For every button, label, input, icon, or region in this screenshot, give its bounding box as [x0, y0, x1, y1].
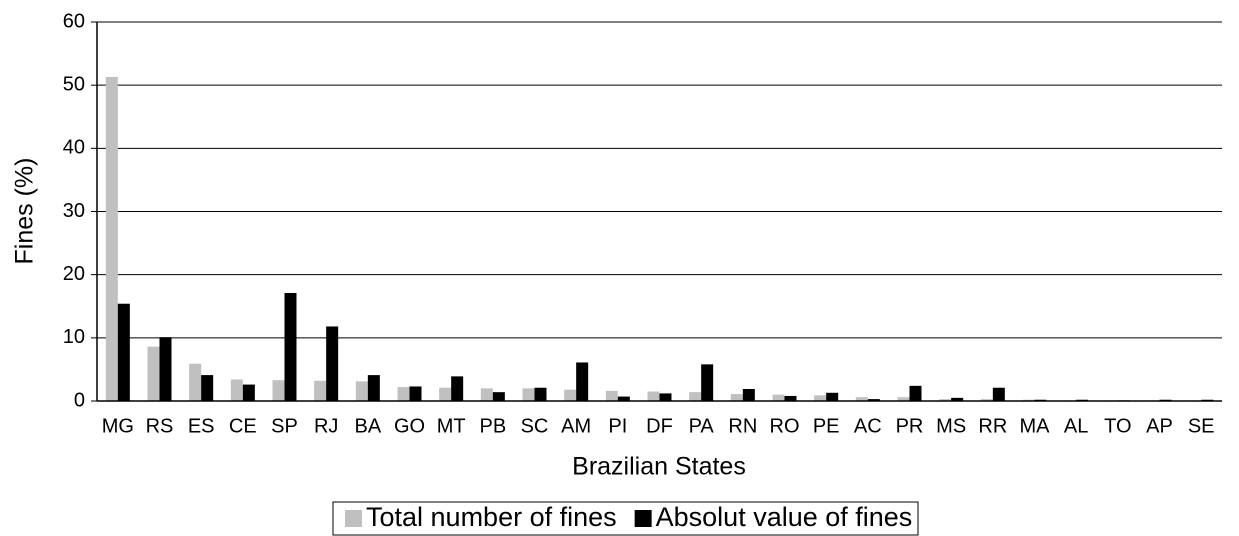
x-tick-label: CE — [229, 415, 257, 437]
bar — [409, 386, 422, 401]
x-tick-label: DF — [646, 415, 673, 437]
x-tick-label: PR — [896, 415, 924, 437]
bar — [951, 397, 964, 401]
bar — [189, 363, 202, 401]
legend-swatch — [345, 510, 362, 527]
bar — [617, 396, 630, 401]
bar — [326, 326, 339, 401]
y-tick-label: 20 — [63, 263, 85, 285]
x-tick-label: MS — [936, 415, 966, 437]
x-tick-label: RR — [978, 415, 1007, 437]
bar — [534, 387, 547, 401]
bar — [659, 393, 672, 401]
bar — [814, 395, 827, 401]
bar — [826, 392, 839, 401]
x-tick-label: ES — [188, 415, 215, 437]
x-tick-label: GO — [394, 415, 425, 437]
x-tick-label: AM — [561, 415, 591, 437]
x-tick-label: MT — [437, 415, 466, 437]
y-tick-label: 10 — [63, 326, 85, 348]
bar — [480, 388, 493, 401]
bar — [772, 394, 785, 401]
x-tick-label: AL — [1064, 415, 1088, 437]
bar — [105, 76, 118, 401]
x-tick-label: PE — [813, 415, 840, 437]
bar — [147, 346, 160, 401]
bar — [451, 376, 464, 401]
legend-label: Total number of fines — [366, 502, 617, 532]
x-tick-label: SE — [1188, 415, 1215, 437]
x-tick-label: TO — [1104, 415, 1131, 437]
bar — [439, 387, 452, 401]
bar — [576, 362, 589, 401]
bar — [730, 394, 743, 401]
x-tick-label: PA — [689, 415, 715, 437]
bar — [284, 292, 297, 401]
x-tick-label: BA — [354, 415, 381, 437]
x-axis-title: Brazilian States — [572, 453, 746, 481]
x-tick-label: RJ — [314, 415, 338, 437]
x-tick-label: AP — [1146, 415, 1173, 437]
x-tick-label: RN — [728, 415, 757, 437]
legend-swatch — [634, 510, 652, 527]
bar — [117, 303, 130, 401]
bar — [355, 381, 368, 401]
bar — [855, 397, 868, 401]
x-tick-label: PI — [608, 415, 627, 437]
x-tick-label: MA — [1020, 415, 1051, 437]
y-axis-title: Fines (%) — [11, 158, 39, 265]
bar — [605, 390, 618, 401]
bar — [367, 375, 380, 401]
y-tick-label: 30 — [63, 200, 85, 222]
bar — [867, 399, 880, 401]
x-tick-label: MG — [102, 415, 134, 437]
x-tick-label: AC — [854, 415, 882, 437]
y-tick-label: 50 — [63, 73, 85, 95]
bar — [201, 375, 214, 401]
bar — [272, 380, 285, 401]
bar — [992, 387, 1005, 401]
bar — [689, 392, 702, 401]
bar — [784, 395, 797, 401]
bar — [522, 388, 535, 401]
y-tick-label: 60 — [63, 10, 85, 32]
legend-label: Absolut value of fines — [656, 502, 913, 532]
y-tick-label: 40 — [63, 137, 85, 159]
x-tick-label: RS — [146, 415, 174, 437]
bar — [314, 380, 327, 401]
bar — [980, 399, 993, 401]
legend-box — [332, 501, 919, 536]
bar — [647, 391, 660, 401]
y-tick-label: 0 — [74, 389, 85, 411]
bar — [397, 387, 410, 401]
x-tick-label: PB — [479, 415, 506, 437]
x-tick-label: RO — [770, 415, 800, 437]
bar — [909, 385, 922, 401]
bar — [159, 337, 172, 401]
bar — [701, 364, 714, 401]
bar — [230, 379, 243, 401]
bar — [564, 389, 577, 401]
bar — [242, 384, 255, 401]
x-tick-label: SP — [271, 415, 298, 437]
bar — [742, 388, 755, 401]
x-tick-label: SC — [521, 415, 549, 437]
bar — [897, 397, 910, 401]
bar — [492, 392, 505, 401]
bar — [939, 399, 952, 401]
